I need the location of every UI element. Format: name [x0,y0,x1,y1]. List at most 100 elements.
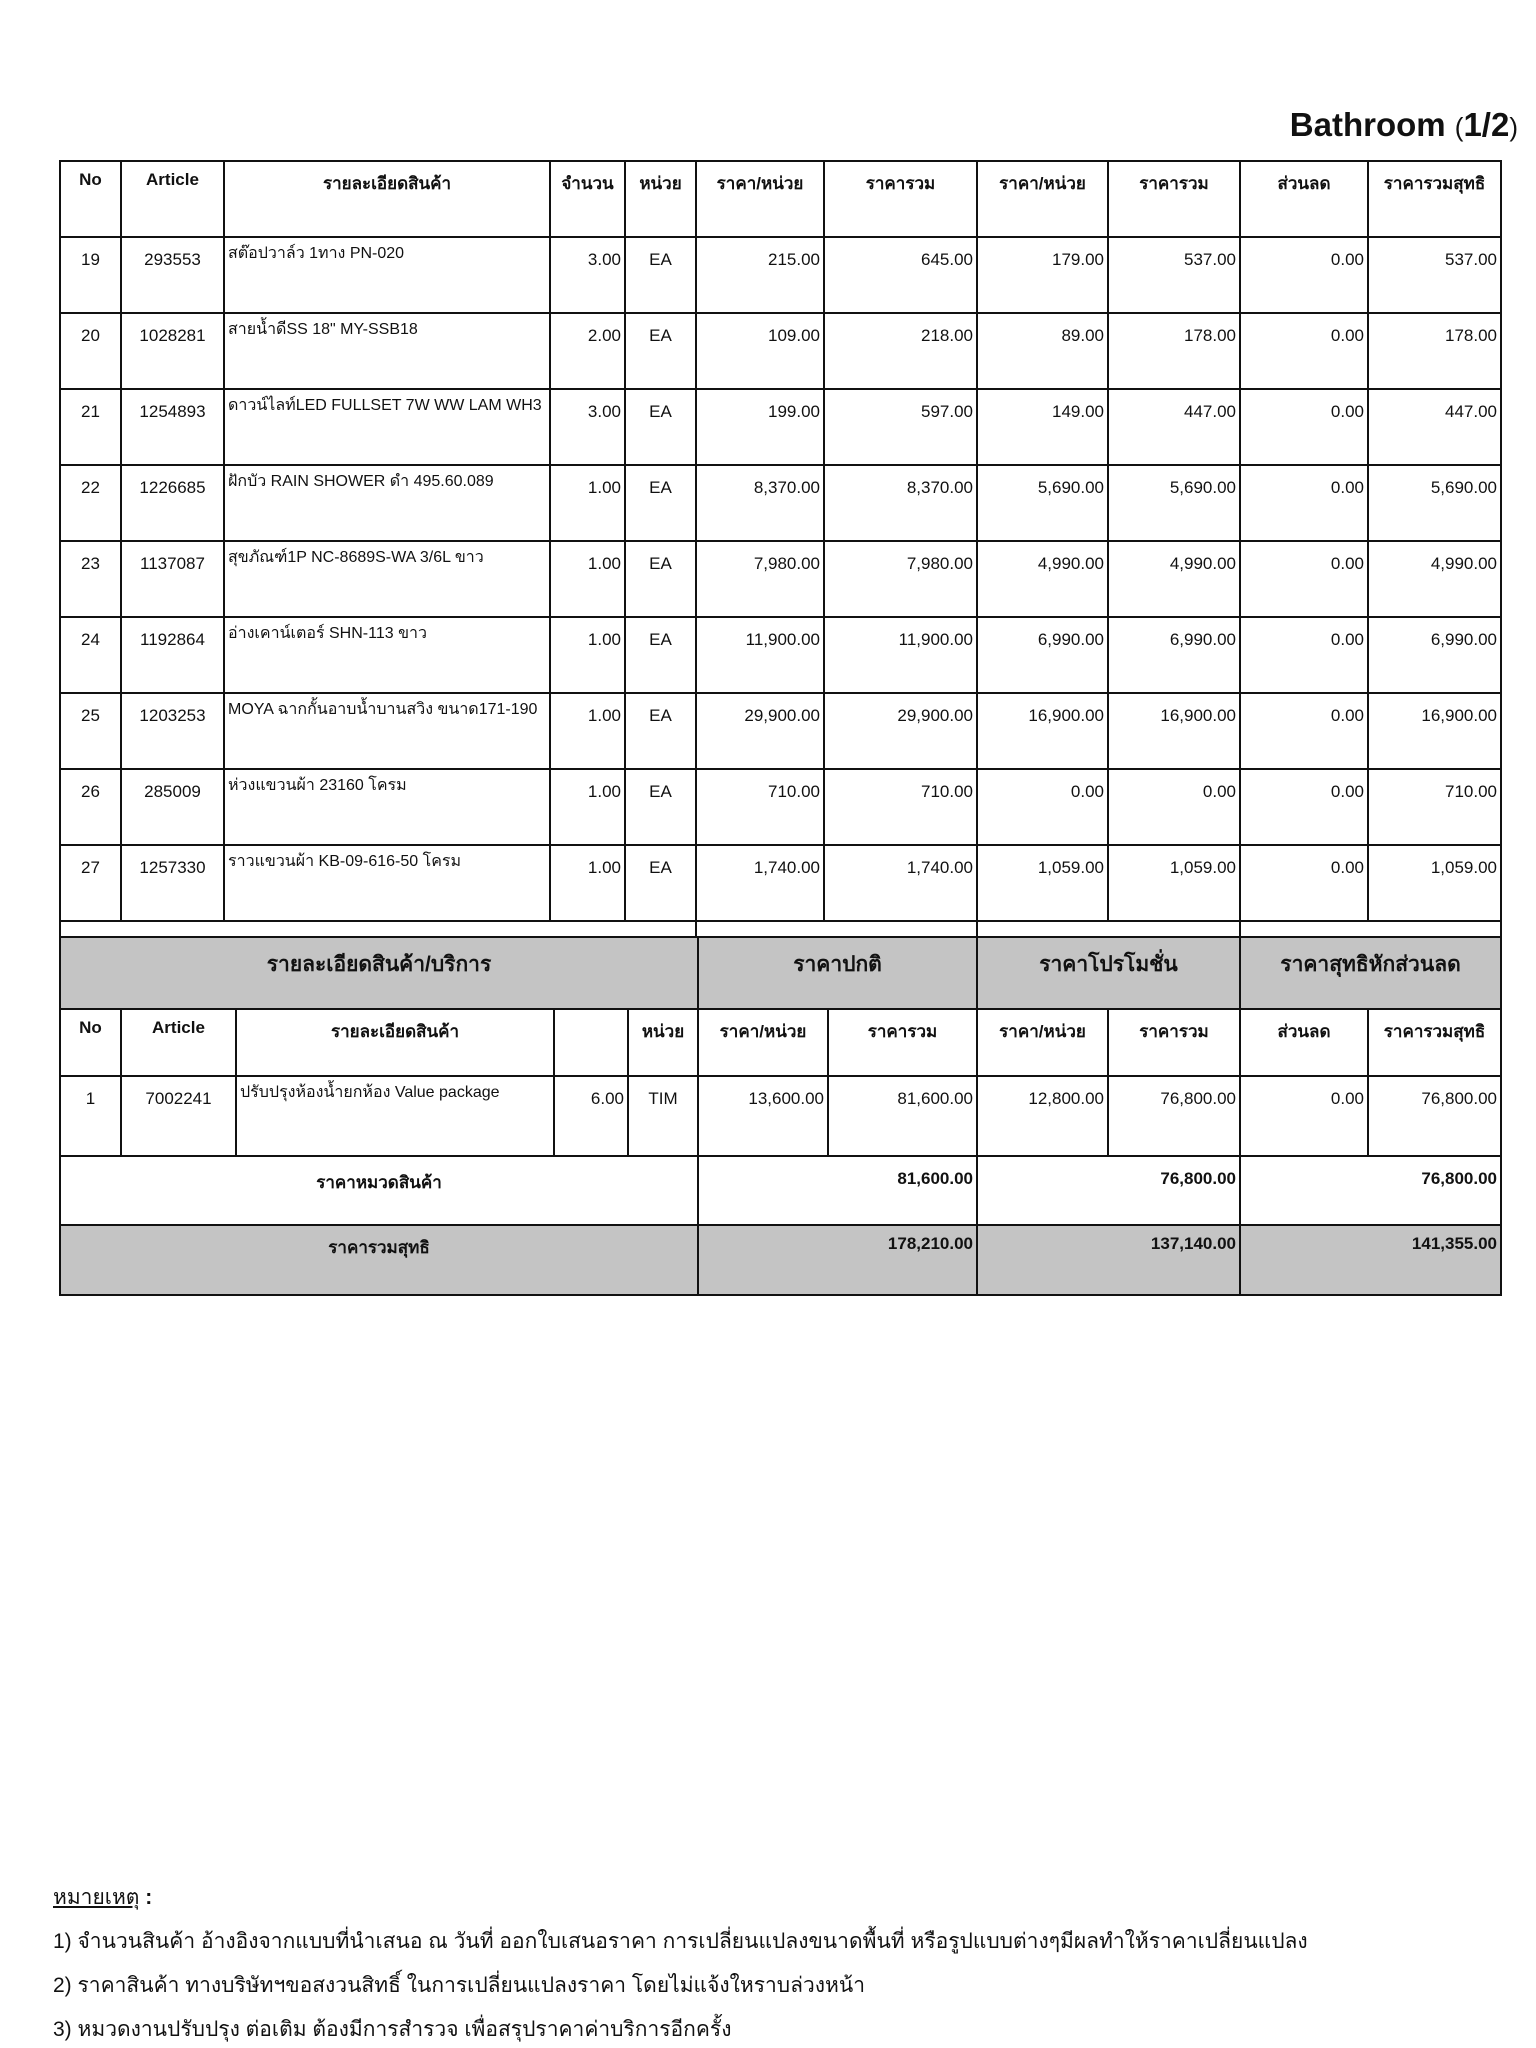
group-header-regular: ราคาปกติ [697,936,978,1010]
table-row: 19 293553 สต๊อปวาล์ว 1ทาง PN-020 3.00 EA 215.… [59,236,1502,314]
cell-promo-unit-price: 16,900.00 [976,692,1109,770]
cell-promo-unit-price: 12,800.00 [976,1075,1109,1157]
cell-promo-total: 16,900.00 [1107,692,1241,770]
cell-promo-unit-price: 149.00 [976,388,1109,466]
cell-no: 25 [59,692,122,770]
cell-promo-total: 1,059.00 [1107,844,1241,922]
cell-quantity: 1.00 [549,768,626,846]
cell-promo-total: 0.00 [1107,768,1241,846]
grand-total-row-label: ราคารวมสุทธิ [59,1224,699,1296]
cell-article: 1137087 [120,540,225,618]
header-unit: หน่วย [627,1008,699,1077]
cell-article: 293553 [120,236,225,314]
cell-no: 27 [59,844,122,922]
note-item: 1) จำนวนสินค้า อ้างอิงจากแบบที่นำเสนอ ณ … [53,1930,1308,1953]
header-no: No [59,160,122,238]
cell-promo-unit-price: 0.00 [976,768,1109,846]
header-net-total: ราคารวมสุทธิ [1366,1008,1503,1077]
cell-net-total: 5,690.00 [1367,464,1502,542]
cell-discount: 0.00 [1239,692,1369,770]
cell-net-total: 76,800.00 [1366,1075,1503,1157]
cell-net-total: 4,990.00 [1367,540,1502,618]
cell-quantity: 1.00 [549,844,626,922]
cell-article: 1254893 [120,388,225,466]
note-item: 3) หมวดงานปรับปรุง ต่อเติม ต้องมีการสำรว… [53,2018,732,2041]
table-row: 1 7002241 ปรับปรุงห้องน้ำยกห้อง Value pack… [59,1075,1503,1157]
cell-regular-total: 645.00 [823,236,978,314]
cell-promo-total: 537.00 [1107,236,1241,314]
cell-quantity: 2.00 [549,312,626,390]
cell-net-total: 178.00 [1367,312,1502,390]
table-row: 20 1028281 สายน้ำดีSS 18" MY-SSB18 2.00 EA 10… [59,312,1502,390]
cell-quantity: 1.00 [549,692,626,770]
table-row: 24 1192864 อ่างเคาน์เตอร์ SHN-113 ขาว 1.00 E… [59,616,1502,694]
cell-net-total: 6,990.00 [1367,616,1502,694]
cell-regular-total: 7,980.00 [823,540,978,618]
header-description: รายละเอียดสินค้า [223,160,551,238]
cell-no: 19 [59,236,122,314]
header-promo-total: ราคารวม [1107,1008,1241,1077]
cell-regular-total: 710.00 [823,768,978,846]
cell-no: 24 [59,616,122,694]
cell-promo-total: 5,690.00 [1107,464,1241,542]
cell-discount: 0.00 [1239,1075,1369,1157]
cell-promo-total: 447.00 [1107,388,1241,466]
subtotal-row: ราคาหมวดสินค้า 81,600.00 76,800.00 76,800.0… [59,1155,1503,1226]
header-quantity [553,1008,629,1077]
cell-discount: 0.00 [1239,388,1369,466]
header-regular-total: ราคารวม [827,1008,978,1077]
cell-regular-unit-price: 7,980.00 [695,540,825,618]
cell-regular-unit-price: 13,600.00 [697,1075,829,1157]
cell-discount: 0.00 [1239,540,1369,618]
cell-unit: EA [624,540,697,618]
cell-regular-unit-price: 29,900.00 [695,692,825,770]
header-no: No [59,1008,122,1077]
cell-description: สต๊อปวาล์ว 1ทาง PN-020 [223,236,551,314]
cell-discount: 0.00 [1239,768,1369,846]
cell-regular-total: 81,600.00 [827,1075,978,1157]
cell-description: ห่วงแขวนผ้า 23160 โครม [223,768,551,846]
cell-description: สุขภัณฑ์1P NC-8689S-WA 3/6L ขาว [223,540,551,618]
cell-no: 23 [59,540,122,618]
cell-promo-unit-price: 179.00 [976,236,1109,314]
header-regular-unit-price: ราคา/หน่วย [697,1008,829,1077]
note-item: 2) ราคาสินค้า ทางบริษัทฯขอสงวนสิทธิ์ ในก… [53,1974,866,1997]
group-header-promo: ราคาโปรโมชั่น [976,936,1241,1010]
cell-net-total: 1,059.00 [1367,844,1502,922]
cell-article: 1226685 [120,464,225,542]
cell-quantity: 1.00 [549,464,626,542]
title-text: Bathroom [1289,106,1446,143]
grand-total-row-promo: 137,140.00 [976,1224,1241,1296]
cell-promo-total: 76,800.00 [1107,1075,1241,1157]
cell-description: ดาวน์ไลท์LED FULLSET 7W WW LAM WH3 [223,388,551,466]
cell-no: 21 [59,388,122,466]
cell-article: 1257330 [120,844,225,922]
title-paren-close: ) [1509,112,1518,142]
cell-regular-unit-price: 11,900.00 [695,616,825,694]
cell-quantity: 3.00 [549,388,626,466]
cell-promo-unit-price: 1,059.00 [976,844,1109,922]
table-row: 25 1203253 MOYA ฉากกั้นอาบน้ำบานสวิง ขนาด1… [59,692,1502,770]
cell-regular-unit-price: 710.00 [695,768,825,846]
cell-description: ปรับปรุงห้องน้ำยกห้อง Value package [235,1075,555,1157]
cell-discount: 0.00 [1239,236,1369,314]
cell-regular-unit-price: 1,740.00 [695,844,825,922]
cell-article: 1028281 [120,312,225,390]
cell-net-total: 16,900.00 [1367,692,1502,770]
page-title: Bathroom (1/2) [1290,106,1518,144]
header-discount: ส่วนลด [1239,160,1369,238]
cell-unit: EA [624,464,697,542]
header-promo-total: ราคารวม [1107,160,1241,238]
notes-section: หมายเหตุ : 1) จำนวนสินค้า อ้างอิงจากแบบท… [53,1876,1513,2048]
subtotal-row-promo: 76,800.00 [976,1155,1241,1226]
cell-discount: 0.00 [1239,464,1369,542]
cell-regular-total: 11,900.00 [823,616,978,694]
group-header-row: รายละเอียดสินค้า/บริการ ราคาปกติ ราคาโปร… [59,936,1503,1010]
cell-regular-unit-price: 215.00 [695,236,825,314]
cell-article: 285009 [120,768,225,846]
cell-unit: EA [624,616,697,694]
cell-net-total: 447.00 [1367,388,1502,466]
grand-total-row-net: 141,355.00 [1238,1224,1503,1296]
group-header-net: ราคาสุทธิหักส่วนลด [1238,936,1503,1010]
